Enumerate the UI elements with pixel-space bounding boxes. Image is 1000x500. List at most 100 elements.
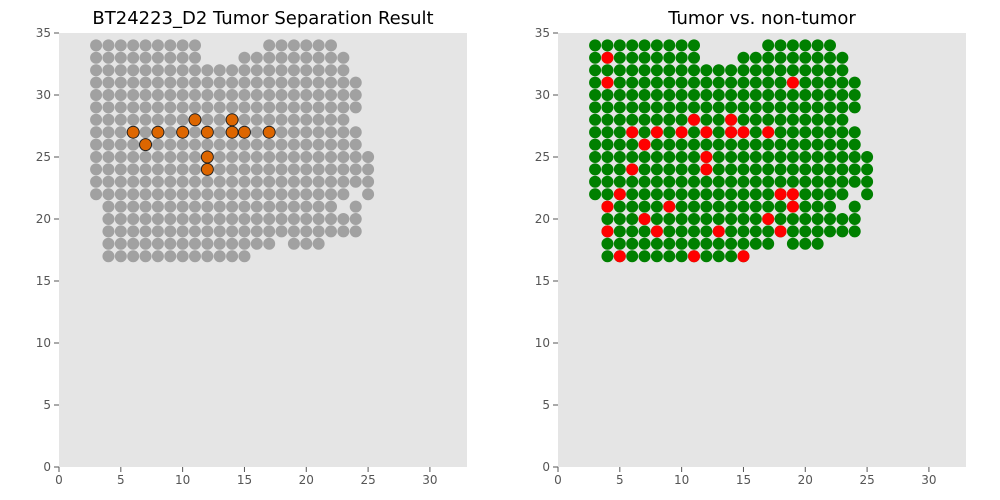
data-point	[164, 213, 177, 225]
data-point	[650, 51, 663, 64]
data-point	[151, 151, 164, 163]
data-point	[737, 51, 750, 64]
data-point	[127, 175, 140, 188]
data-point	[737, 101, 750, 114]
data-point	[114, 188, 127, 201]
data-point	[663, 250, 676, 263]
data-point	[189, 151, 201, 163]
data-point	[114, 138, 127, 151]
highlighted-point	[151, 125, 165, 139]
data-point	[139, 39, 152, 52]
data-point	[786, 126, 799, 139]
data-point	[737, 89, 750, 101]
data-point	[836, 64, 849, 77]
highlighted-point	[262, 125, 276, 139]
data-point	[675, 113, 688, 126]
data-point	[749, 138, 762, 151]
data-point	[226, 101, 239, 114]
data-point	[114, 101, 127, 114]
data-point	[725, 250, 738, 263]
data-point	[650, 250, 663, 263]
data-point	[786, 163, 799, 176]
data-point	[176, 89, 189, 101]
y-tick-label: 25	[36, 150, 51, 164]
data-point	[688, 51, 700, 64]
data-point	[90, 126, 103, 139]
data-point	[287, 89, 300, 101]
plot-area	[59, 33, 467, 467]
data-point	[749, 188, 762, 201]
x-tick-label: 0	[55, 473, 63, 487]
data-point	[238, 138, 251, 151]
data-point	[238, 113, 251, 126]
data-point	[176, 76, 189, 89]
highlighted-point	[200, 162, 214, 176]
data-point	[836, 138, 849, 151]
data-point	[663, 113, 676, 126]
data-point	[114, 151, 127, 163]
data-point	[287, 151, 300, 163]
data-point	[725, 225, 738, 238]
data-point	[238, 188, 251, 201]
data-point	[90, 151, 103, 163]
data-point	[238, 250, 251, 263]
data-point	[613, 76, 626, 89]
data-point	[151, 213, 164, 225]
data-point	[700, 138, 713, 151]
data-point	[663, 39, 676, 52]
data-point	[601, 113, 614, 126]
data-point	[287, 200, 300, 213]
data-point	[337, 101, 350, 114]
data-point	[325, 200, 337, 213]
data-point	[300, 237, 313, 250]
data-point	[213, 113, 226, 126]
data-point	[213, 225, 226, 238]
highlighted-point	[737, 250, 750, 263]
data-point	[263, 151, 276, 163]
data-point	[114, 76, 127, 89]
data-point	[90, 175, 103, 188]
data-point	[737, 213, 750, 225]
data-point	[263, 175, 276, 188]
data-point	[650, 151, 663, 163]
data-point	[213, 237, 226, 250]
data-point	[114, 175, 127, 188]
data-point	[712, 200, 725, 213]
data-point	[836, 151, 849, 163]
data-point	[675, 39, 688, 52]
data-point	[300, 200, 313, 213]
data-point	[127, 163, 140, 176]
x-tick-label: 5	[117, 473, 125, 487]
data-point	[213, 126, 226, 139]
data-point	[749, 151, 762, 163]
data-point	[774, 113, 787, 126]
data-point	[139, 175, 152, 188]
data-point	[325, 175, 337, 188]
data-point	[700, 113, 713, 126]
data-point	[749, 101, 762, 114]
data-point	[836, 126, 849, 139]
data-point	[774, 163, 787, 176]
data-point	[275, 151, 288, 163]
data-point	[836, 89, 849, 101]
data-point	[589, 163, 602, 176]
data-point	[650, 64, 663, 77]
data-point	[250, 126, 263, 139]
data-point	[127, 138, 140, 151]
data-point	[725, 76, 738, 89]
data-point	[349, 163, 362, 176]
data-point	[601, 188, 614, 201]
data-point	[300, 76, 313, 89]
data-point	[300, 163, 313, 176]
data-point	[275, 39, 288, 52]
data-point	[712, 175, 725, 188]
data-point	[362, 188, 375, 201]
data-point	[164, 113, 177, 126]
data-point	[799, 237, 812, 250]
data-point	[749, 126, 762, 139]
highlighted-point	[688, 113, 700, 126]
data-point	[749, 237, 762, 250]
data-point	[176, 237, 189, 250]
data-point	[638, 200, 651, 213]
data-point	[589, 101, 602, 114]
